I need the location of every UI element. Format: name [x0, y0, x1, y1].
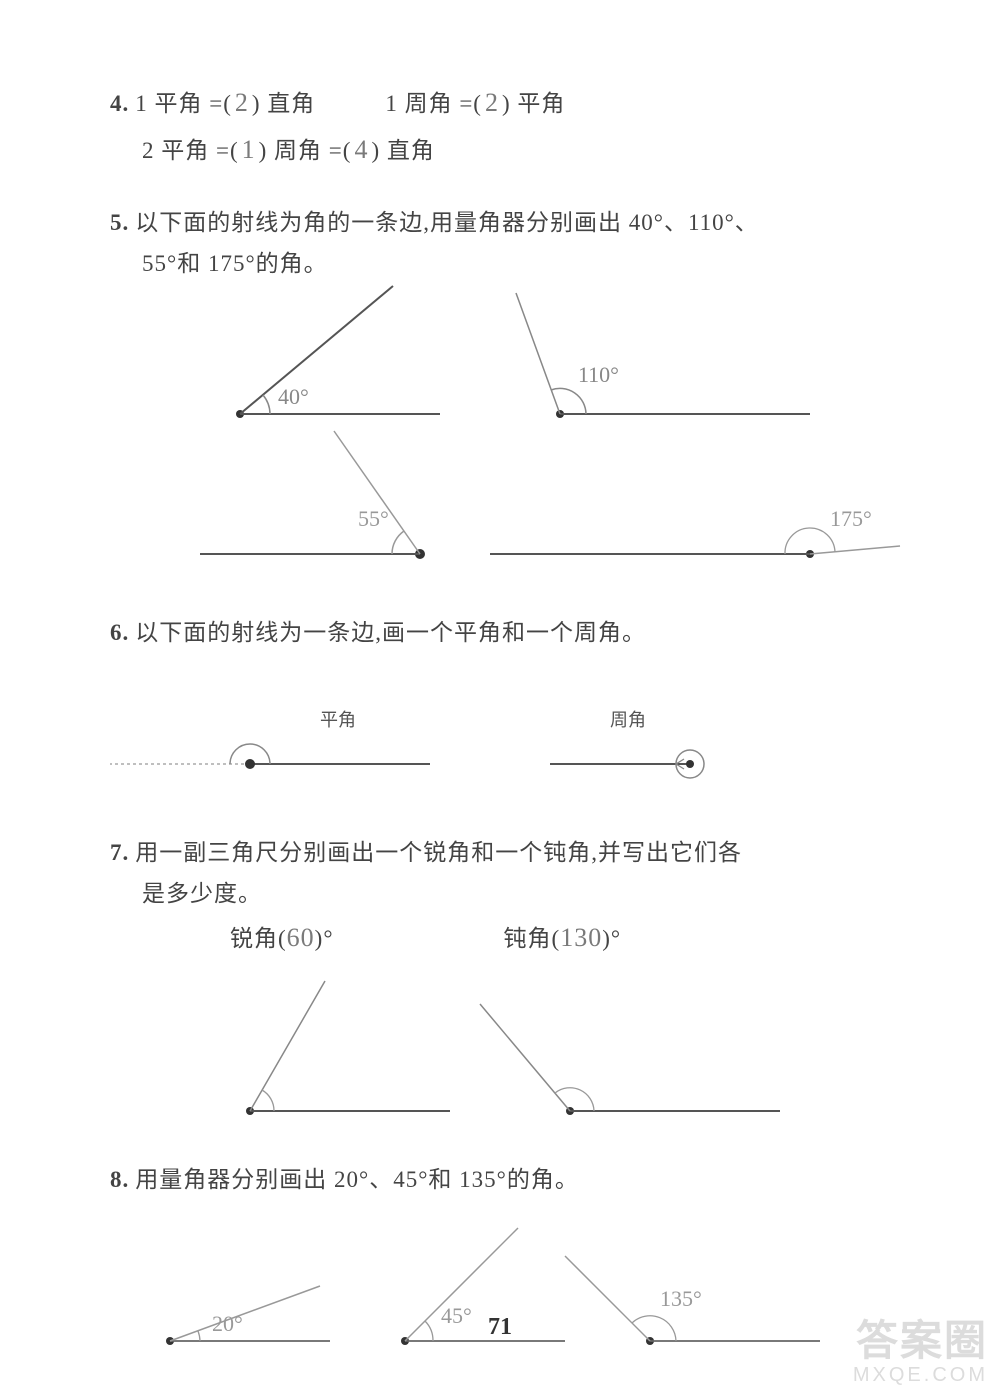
question-5: 5. 以下面的射线为角的一条边,用量角器分别画出 40°、110°、 55°和 … [110, 202, 910, 585]
q7-obtuse-val: 130 [560, 915, 602, 962]
q8-text: 用量角器分别画出 20°、45°和 135°的角。 [135, 1159, 579, 1200]
q4-text-1d: ) 平角 [502, 83, 565, 124]
q5-angle-175-label: 175° [830, 506, 872, 531]
q6-flat-label: 平角 [320, 710, 356, 730]
q4-number: 4. [110, 83, 129, 124]
q5-number: 5. [110, 202, 129, 243]
q4-text-1b: ) 直角 [252, 83, 315, 124]
q4-ans4: 4 [351, 127, 371, 174]
q6-number: 6. [110, 612, 129, 653]
q4-text-2c: ) 直角 [371, 130, 434, 171]
q4-text-2a: 2 平角 =( [142, 130, 239, 171]
q4-ans1: 2 [232, 80, 252, 127]
q7-obtuse-label-a: 钝角( [504, 918, 561, 959]
q5-figures: 40° 110° 55° [110, 284, 910, 584]
q5-angle-40-label: 40° [278, 384, 309, 409]
q7-svg [110, 961, 910, 1131]
q4-ans2: 2 [482, 80, 502, 127]
q4-text-1c: 1 周角 =( [385, 83, 482, 124]
q5-text-a: 以下面的射线为角的一条边,用量角器分别画出 40°、110°、 [135, 202, 759, 243]
question-4: 4. 1 平角 =( 2 ) 直角 1 周角 =( 2 ) 平角 2 平角 =(… [110, 80, 910, 174]
q8-angle-135-label: 135° [660, 1286, 702, 1311]
watermark-line1: 答案圈 [853, 1318, 988, 1364]
page-content: 4. 1 平角 =( 2 ) 直角 1 周角 =( 2 ) 平角 2 平角 =(… [110, 80, 910, 1361]
q7-figures [110, 961, 910, 1131]
q6-svg: 平角 周角 [110, 674, 910, 804]
q7-acute-val: 60 [287, 915, 315, 962]
page-number: 71 [0, 1314, 1000, 1341]
watermark: 答案圈 MXQE.COM [853, 1318, 988, 1386]
q7-number: 7. [110, 832, 129, 873]
q6-figures: 平角 周角 [110, 674, 910, 804]
question-6: 6. 以下面的射线为一条边,画一个平角和一个周角。 平角 [110, 612, 910, 803]
q4-text-1a: 1 平角 =( [135, 83, 232, 124]
q7-acute-label-b: )° [315, 918, 334, 959]
q4-text-2b: ) 周角 =( [259, 130, 352, 171]
q5-angle-110-label: 110° [578, 362, 619, 387]
q5-angle-55-label: 55° [358, 506, 389, 531]
q6-text: 以下面的射线为一条边,画一个平角和一个周角。 [135, 612, 646, 653]
q5-svg: 40° 110° 55° [110, 284, 910, 584]
q5-text-b: 55°和 175°的角。 [142, 243, 328, 284]
q7-text-a: 用一副三角尺分别画出一个锐角和一个钝角,并写出它们各 [135, 832, 742, 873]
q6-full-label: 周角 [610, 710, 646, 730]
q4-ans3: 1 [239, 127, 259, 174]
q7-text-b: 是多少度。 [142, 873, 262, 914]
question-7: 7. 用一副三角尺分别画出一个锐角和一个钝角,并写出它们各 是多少度。 锐角( … [110, 832, 910, 1132]
q7-obtuse-label-b: )° [602, 918, 621, 959]
q8-number: 8. [110, 1159, 129, 1200]
watermark-line2: MXQE.COM [853, 1364, 988, 1386]
q7-acute-label-a: 锐角( [230, 918, 287, 959]
